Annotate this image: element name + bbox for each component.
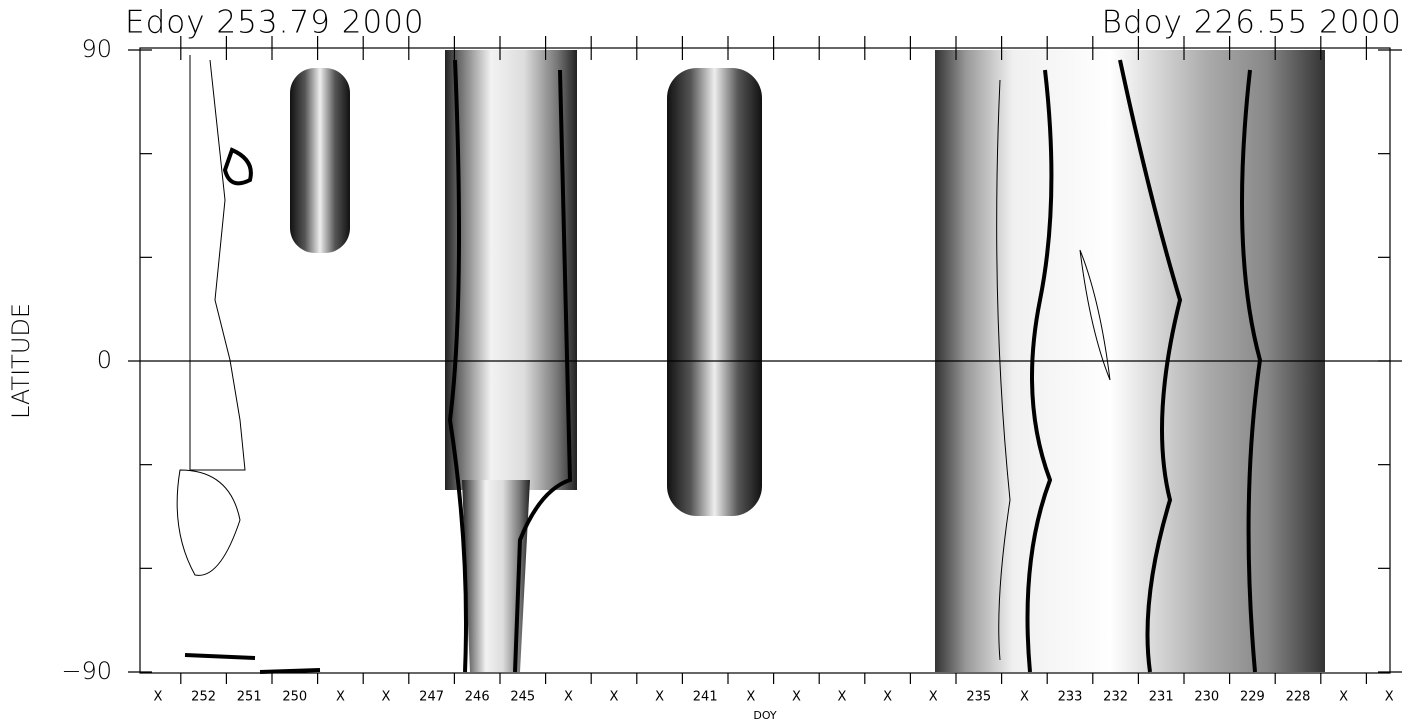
title-right: Bdoy 226.55 2000 [1102, 5, 1402, 41]
x-tick-label: 245 [510, 690, 535, 705]
y-tick-label: −90 [61, 657, 112, 685]
x-tick-label: X [838, 690, 847, 705]
x-tick-label: X [883, 690, 892, 705]
x-tick-label: X [655, 690, 664, 705]
x-tick-label: 235 [966, 690, 991, 705]
x-tick-label: 241 [693, 690, 718, 705]
x-tick-label: X [746, 690, 755, 705]
x-tick-label: 252 [191, 690, 216, 705]
x-tick-label: X [336, 690, 345, 705]
x-tick-label: 246 [465, 690, 490, 705]
x-tick-label: X [382, 690, 391, 705]
x-tick-label: X [610, 690, 619, 705]
x-tick-label: X [1385, 690, 1394, 705]
y-tick-label: 90 [81, 35, 112, 63]
x-tick-label: 230 [1194, 690, 1219, 705]
x-tick-label: 229 [1240, 690, 1265, 705]
title-left: Edoy 253.79 2000 [125, 5, 425, 41]
x-tick-label: X [929, 690, 938, 705]
x-tick-label: 231 [1149, 690, 1174, 705]
x-tick-label: X [792, 690, 801, 705]
x-tick-label: X [154, 690, 163, 705]
x-axis-label: DOY [753, 709, 777, 722]
y-tick-label: 0 [97, 346, 112, 374]
y-axis-label: LATITUDE [7, 303, 35, 419]
x-tick-label: 232 [1103, 690, 1128, 705]
x-tick-label: 228 [1286, 690, 1311, 705]
x-tick-label: X [564, 690, 573, 705]
x-tick-label: 251 [237, 690, 262, 705]
x-tick-label: 250 [282, 690, 307, 705]
x-tick-label: X [1339, 690, 1348, 705]
x-tick-label: X [1020, 690, 1029, 705]
x-tick-label: 247 [419, 690, 444, 705]
x-tick-label: 233 [1058, 690, 1083, 705]
